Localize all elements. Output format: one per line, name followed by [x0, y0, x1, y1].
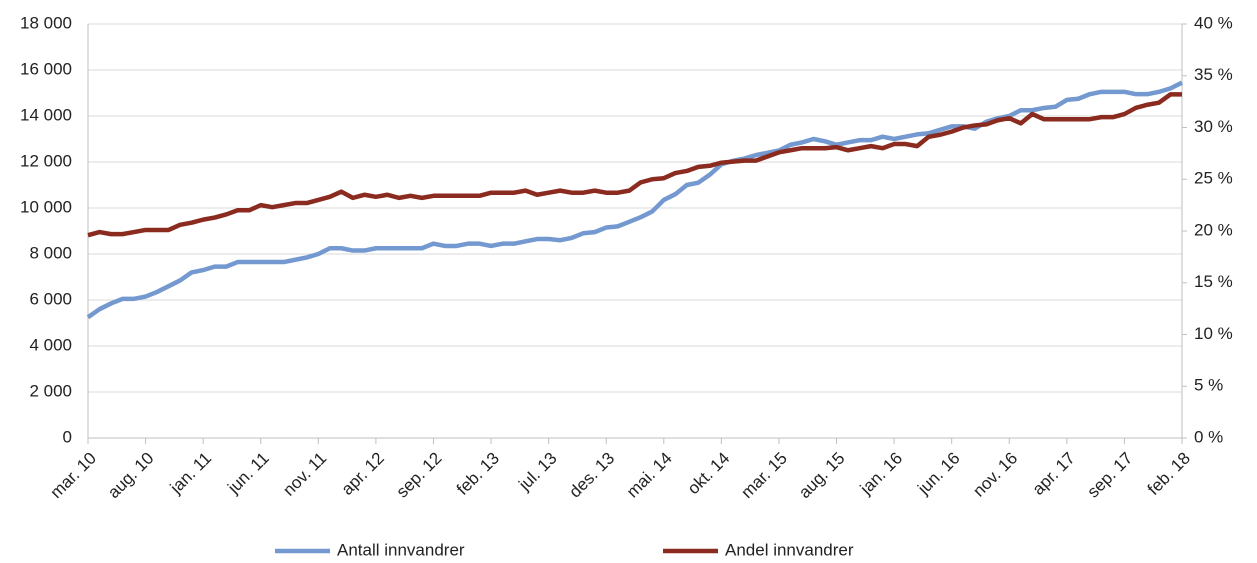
- x-tick-label: aug. 10: [104, 449, 158, 503]
- series-line: [86, 80, 1184, 320]
- x-tick-label: sep. 12: [393, 449, 446, 502]
- x-tick-label: mai. 14: [623, 449, 676, 502]
- y2-tick-label: 40 %: [1194, 13, 1233, 32]
- x-tick-label: okt. 14: [684, 449, 734, 499]
- x-tick-label: jun. 16: [913, 449, 963, 499]
- y-tick-label: 18 000: [20, 13, 72, 32]
- x-tick-label: feb. 13: [453, 449, 503, 499]
- x-tick-label: apr. 17: [1029, 449, 1079, 499]
- legend-label: Andel innvandrer: [725, 540, 854, 559]
- y-tick-label: 8 000: [29, 243, 72, 262]
- y2-tick-label: 0 %: [1194, 427, 1223, 446]
- x-tick-label: sep. 17: [1084, 449, 1137, 502]
- y2-tick-label: 5 %: [1194, 376, 1223, 395]
- y-tick-label: 16 000: [20, 59, 72, 78]
- y2-tick-label: 25 %: [1194, 169, 1233, 188]
- y-tick-label: 0: [63, 427, 72, 446]
- x-tick-label: mar. 15: [737, 449, 791, 503]
- x-tick-label: aug. 15: [795, 449, 849, 503]
- x-tick-label: nov. 16: [969, 449, 1021, 501]
- x-tick-label: mar. 10: [46, 449, 100, 503]
- y2-tick-label: 15 %: [1194, 272, 1233, 291]
- y-tick-label: 10 000: [20, 197, 72, 216]
- y2-tick-label: 35 %: [1194, 65, 1233, 84]
- x-tick-label: jul. 13: [514, 449, 560, 495]
- legend-label: Antall innvandrer: [337, 540, 465, 559]
- y-tick-label: 2 000: [29, 381, 72, 400]
- y2-tick-label: 20 %: [1194, 220, 1233, 239]
- y-tick-label: 12 000: [20, 151, 72, 170]
- y2-tick-label: 30 %: [1194, 117, 1233, 136]
- y2-tick-label: 10 %: [1194, 324, 1233, 343]
- y-tick-label: 4 000: [29, 335, 72, 354]
- series-line: [87, 92, 1182, 238]
- x-tick-label: feb. 18: [1144, 449, 1194, 499]
- x-tick-label: jan. 11: [166, 449, 215, 498]
- x-tick-label: jun. 11: [223, 449, 272, 498]
- x-tick-label: apr. 12: [338, 449, 388, 499]
- x-tick-label: nov. 11: [279, 449, 330, 500]
- x-tick-label: jan. 16: [856, 449, 906, 499]
- y-tick-label: 14 000: [20, 105, 72, 124]
- y-tick-label: 6 000: [29, 289, 72, 308]
- x-tick-label: des. 13: [565, 449, 618, 502]
